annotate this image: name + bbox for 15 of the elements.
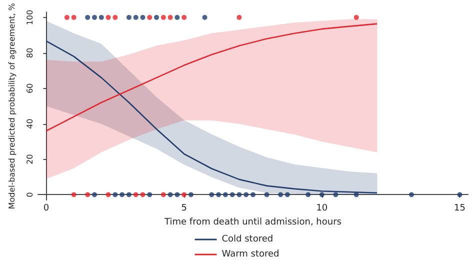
x-tick-label: 0 (43, 204, 50, 214)
legend-label: Warm stored (222, 250, 280, 260)
y-tick-label: 40 (26, 118, 34, 129)
y-tick-label: 20 (26, 154, 34, 164)
line-series (46, 23, 378, 132)
x-axis-title: Time from death until admission, hours (164, 218, 342, 228)
y-tick-label: 60 (26, 83, 34, 94)
y-tick-label: 100 (26, 10, 34, 26)
legend-label: Cold stored (222, 234, 274, 244)
x-tick-label: 10 (316, 204, 328, 214)
x-tick-label: 15 (454, 204, 466, 214)
y-tick-label: 0 (26, 192, 34, 198)
y-axis-title: Model-based predicted probability of agreement, % (8, 2, 16, 210)
x-tick-label: 5 (181, 204, 187, 214)
y-tick-label: 80 (26, 48, 34, 58)
